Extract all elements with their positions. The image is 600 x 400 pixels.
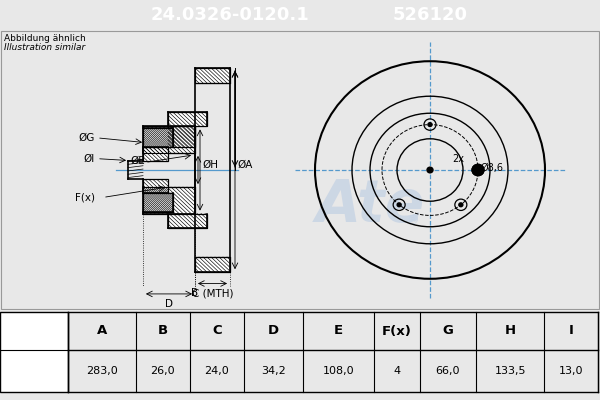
- Text: A: A: [97, 324, 107, 338]
- Text: 133,5: 133,5: [494, 366, 526, 376]
- Bar: [195, 257, 230, 272]
- Bar: [143, 193, 173, 212]
- Text: G: G: [442, 324, 454, 338]
- Circle shape: [428, 123, 432, 126]
- Text: 13,0: 13,0: [559, 366, 583, 376]
- Text: I: I: [569, 324, 574, 338]
- Text: D: D: [165, 299, 173, 309]
- Text: ØA: ØA: [237, 160, 253, 170]
- Bar: [168, 112, 207, 126]
- Text: 4: 4: [393, 366, 400, 376]
- Text: ØG: ØG: [79, 133, 95, 143]
- Bar: [0, 312, 68, 392]
- Text: 34,2: 34,2: [261, 366, 286, 376]
- Circle shape: [397, 203, 401, 207]
- Text: 26,0: 26,0: [151, 366, 175, 376]
- Text: Illustration similar: Illustration similar: [4, 43, 85, 52]
- Text: C: C: [212, 324, 221, 338]
- Text: 24.0326-0120.1: 24.0326-0120.1: [151, 6, 310, 24]
- Text: 24,0: 24,0: [205, 366, 229, 376]
- Bar: [143, 128, 173, 147]
- Circle shape: [472, 164, 484, 176]
- Bar: [195, 68, 230, 83]
- Text: Ø8,6: Ø8,6: [481, 163, 504, 173]
- Text: Ate: Ate: [316, 178, 425, 234]
- Text: 283,0: 283,0: [86, 366, 118, 376]
- Bar: [168, 126, 195, 147]
- Text: E: E: [334, 324, 343, 338]
- Text: 2x: 2x: [452, 154, 464, 164]
- Text: B: B: [191, 288, 199, 298]
- Text: ®: ®: [406, 214, 419, 227]
- Text: F(x): F(x): [382, 324, 412, 338]
- Text: Abbildung ähnlich: Abbildung ähnlich: [4, 34, 86, 43]
- Text: H: H: [505, 324, 515, 338]
- Text: 66,0: 66,0: [436, 366, 460, 376]
- Text: ØI: ØI: [84, 154, 95, 164]
- Text: ØH: ØH: [202, 160, 218, 170]
- Text: ØE: ØE: [130, 156, 145, 166]
- Circle shape: [427, 167, 433, 173]
- Text: D: D: [268, 324, 279, 338]
- Bar: [143, 126, 195, 153]
- Text: 108,0: 108,0: [323, 366, 354, 376]
- Bar: [143, 187, 195, 214]
- Text: B: B: [158, 324, 168, 338]
- Bar: [143, 180, 168, 193]
- Text: 526120: 526120: [392, 6, 467, 24]
- Circle shape: [31, 362, 37, 368]
- Bar: [168, 214, 207, 228]
- Text: F(x): F(x): [75, 192, 95, 202]
- Text: C (MTH): C (MTH): [192, 288, 233, 298]
- Circle shape: [459, 203, 463, 207]
- Bar: [143, 147, 168, 160]
